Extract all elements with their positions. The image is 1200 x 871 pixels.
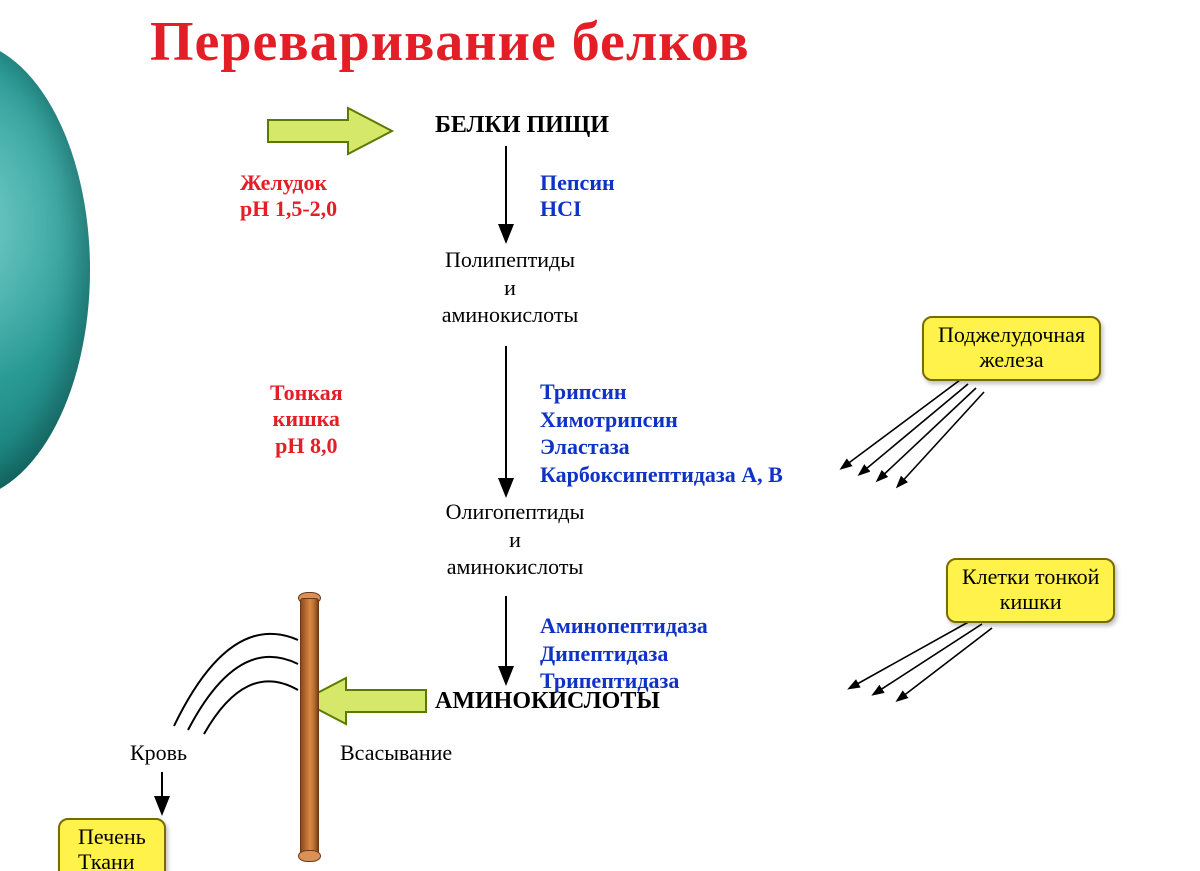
label-smallint-l2: кишка bbox=[270, 406, 343, 432]
enzyme-chymotrypsin: Химотрипсин bbox=[540, 406, 783, 434]
box-pancreas: Поджелудочная железа bbox=[922, 316, 1101, 381]
label-smallint-l1: Тонкая bbox=[270, 380, 343, 406]
label-stomach-l1: Желудок bbox=[240, 170, 337, 196]
stage-proteins: БЕЛКИ ПИЩИ bbox=[435, 112, 609, 139]
label-absorption: Всасывание bbox=[340, 740, 452, 766]
label-blood: Кровь bbox=[130, 740, 187, 766]
label-stomach-l2: pH 1,5-2,0 bbox=[240, 196, 337, 222]
diagram-title: Переваривание белков bbox=[150, 10, 750, 74]
stage-oligopeptides: Олигопептиды и аминокислоты bbox=[420, 498, 610, 581]
stage-oligopeptides-l1: Олигопептиды bbox=[420, 498, 610, 526]
decorative-teal-circle bbox=[0, 40, 90, 500]
pancreas-arrows bbox=[842, 380, 984, 486]
absorption-curves bbox=[174, 634, 298, 734]
stage-polypeptides-l3: аминокислоты bbox=[420, 301, 600, 329]
stage-aminoacids: АМИНОКИСЛОТЫ bbox=[435, 688, 660, 715]
diagram-canvas: Переваривание белков bbox=[0, 0, 1200, 871]
label-stomach: Желудок pH 1,5-2,0 bbox=[240, 170, 337, 223]
stage-polypeptides: Полипептиды и аминокислоты bbox=[420, 246, 600, 329]
box-pancreas-l2: железа bbox=[938, 347, 1085, 372]
box-gut-cells: Клетки тонкой кишки bbox=[946, 558, 1115, 623]
box-gutcells-l2: кишки bbox=[962, 589, 1099, 614]
enzymes-stomach: Пепсин HCI bbox=[540, 170, 615, 223]
enzyme-hcl: HCI bbox=[540, 196, 615, 222]
enzyme-dipeptidase: Дипептидаза bbox=[540, 640, 708, 668]
box-pancreas-l1: Поджелудочная bbox=[938, 322, 1085, 347]
enzymes-intestinal: Аминопептидаза Дипептидаза Трипептидаза bbox=[540, 612, 708, 695]
stage-polypeptides-l2: и bbox=[420, 274, 600, 302]
enzyme-aminopeptidase: Аминопептидаза bbox=[540, 612, 708, 640]
stage-oligopeptides-l2: и bbox=[420, 526, 610, 554]
enzymes-pancreatic: Трипсин Химотрипсин Эластаза Карбоксипеп… bbox=[540, 378, 783, 488]
stage-oligopeptides-l3: аминокислоты bbox=[420, 553, 610, 581]
box-liver-l2: Ткани bbox=[78, 849, 146, 871]
entry-arrow-icon bbox=[268, 108, 392, 154]
enzyme-trypsin: Трипсин bbox=[540, 378, 783, 406]
enzyme-elastase: Эластаза bbox=[540, 433, 783, 461]
label-small-intestine: Тонкая кишка pH 8,0 bbox=[270, 380, 343, 459]
box-liver-l1: Печень bbox=[78, 824, 146, 849]
intestine-bar bbox=[300, 598, 319, 858]
enzyme-pepsin: Пепсин bbox=[540, 170, 615, 196]
intestine-bar-cap-bottom bbox=[298, 850, 321, 862]
box-liver-tissues: Печень Ткани bbox=[58, 818, 166, 871]
enzyme-carboxypeptidase: Карбоксипептидаза А, В bbox=[540, 461, 783, 489]
box-gutcells-l1: Клетки тонкой bbox=[962, 564, 1099, 589]
gutcells-arrows bbox=[850, 620, 992, 700]
absorption-arrow-icon bbox=[302, 678, 426, 724]
label-smallint-l3: pH 8,0 bbox=[270, 433, 343, 459]
stage-polypeptides-l1: Полипептиды bbox=[420, 246, 600, 274]
